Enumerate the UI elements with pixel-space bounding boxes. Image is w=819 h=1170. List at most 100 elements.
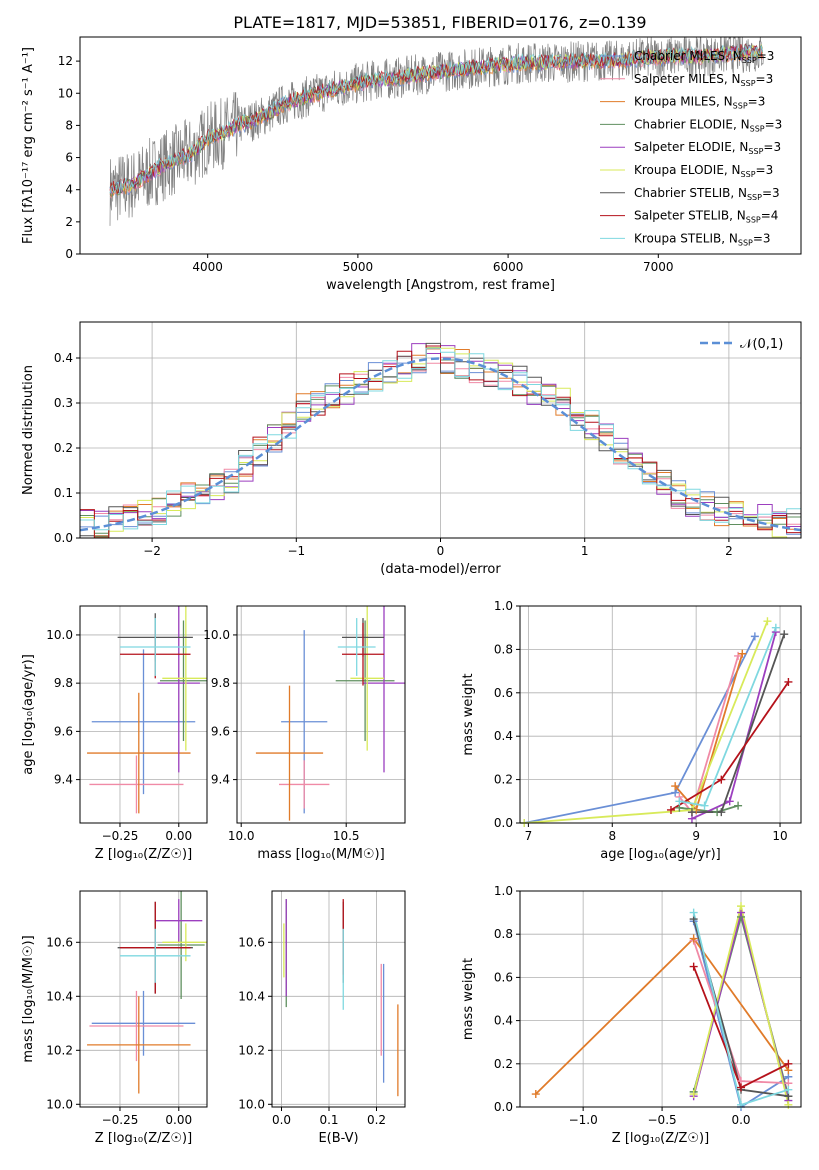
- x-axis-label: wavelength [Angstrom, rest frame]: [326, 278, 555, 293]
- x-axis-label: Z [log₁₀(Z/Z☉)]: [95, 847, 192, 862]
- data-point-marker: [717, 808, 726, 817]
- y-tick-label: 10.0: [238, 1097, 265, 1111]
- x-tick-label: 8: [608, 829, 616, 843]
- data-point-marker: [737, 1083, 746, 1092]
- errorbar-plot-area: [87, 891, 207, 1094]
- legend-entry: Kroupa STELIB, NSSP=3: [634, 231, 771, 247]
- y-tick-label: 0.0: [494, 816, 513, 830]
- y-tick-label: 0.4: [494, 1014, 513, 1028]
- data-point-marker: [784, 1100, 793, 1109]
- mass-weight-series-line: [524, 620, 769, 823]
- residual-histogram-panel: −2 −1 0 1 2 0.0 0.1 0.2 0.3 0.4 (data-model)/error…: [21, 321, 802, 577]
- x-axis-label: age [log₁₀(age/yr)]: [600, 847, 721, 862]
- y-tick-label: 10.0: [46, 628, 73, 642]
- x-tick-label: 0.2: [367, 1113, 386, 1127]
- y-tick-label: 0.2: [494, 773, 513, 787]
- y-tick-label: 10.0: [46, 1097, 73, 1111]
- spectrum-plot-area: [109, 37, 764, 226]
- x-tick-label: −1.0: [569, 1113, 598, 1127]
- data-point-marker: [689, 1090, 698, 1099]
- data-point-marker: [737, 902, 746, 911]
- y-tick-label: 10.4: [46, 989, 73, 1003]
- model-spectrum-line: [109, 43, 763, 195]
- mass-vs-Z-panel: −0.25 0.00 10.0 10.2 10.4 10.6 Z [log₁₀(Z/Z☉)]…: [21, 890, 208, 1146]
- x-tick-label: 0: [437, 544, 445, 558]
- mass-weight-vs-Z-panel: −1.0 −0.5 0.0 0.0 0.2 0.4 0.6 0.8 1.0 Z [log₁₀(Z/…: [461, 884, 802, 1146]
- data-point-marker: [717, 775, 726, 784]
- x-tick-label: −0.25: [102, 829, 139, 843]
- errorbar-plot-area: [255, 606, 405, 821]
- data-point-marker: [784, 677, 793, 686]
- data-point-marker: [763, 617, 772, 626]
- x-tick-label: 0.00: [165, 829, 192, 843]
- y-tick-label: 0: [65, 247, 73, 261]
- y-tick-label: 9.6: [54, 724, 73, 738]
- data-point-marker: [750, 632, 759, 641]
- x-tick-label: 2: [725, 544, 733, 558]
- mass-weight-vs-age-panel: 7 8 9 10 0.0 0.2 0.4 0.6 0.8 1.0 age [log₁₀(age/yr…: [461, 599, 802, 862]
- data-point-marker: [689, 908, 698, 917]
- y-tick-label: 0.8: [494, 927, 513, 941]
- y-tick-label: 1.0: [494, 599, 513, 613]
- x-tick-label: 5000: [343, 260, 374, 274]
- mass-weight-series-line: [692, 920, 789, 1107]
- y-tick-label: 10.0: [203, 628, 230, 642]
- axes-frame: [236, 605, 406, 824]
- x-axis-label: Z [log₁₀(Z/Z☉)]: [612, 1131, 709, 1146]
- spectrum-panel: 4000 5000 6000 7000 0 2 4 6 8 10 12 wavelength [Ang…: [21, 36, 802, 293]
- y-tick-label: 10.4: [238, 989, 265, 1003]
- x-tick-label: −0.25: [102, 1113, 139, 1127]
- y-tick-label: 12: [58, 54, 73, 68]
- y-tick-label: 8: [65, 118, 73, 132]
- x-tick-label: 10.5: [333, 829, 360, 843]
- y-tick-label: 4: [65, 183, 73, 197]
- y-tick-label: 9.4: [211, 773, 230, 787]
- y-tick-label: 0.3: [54, 396, 73, 410]
- data-point-marker: [784, 1085, 793, 1094]
- legend-entry: Salpeter ELODIE, NSSP=3: [634, 140, 781, 156]
- data-point-marker: [737, 1100, 746, 1109]
- y-tick-label: 0.4: [54, 351, 73, 365]
- errorbar-plot-area: [87, 606, 207, 814]
- axes-frame: [79, 890, 208, 1108]
- x-tick-label: 0.00: [165, 1113, 192, 1127]
- data-point-marker: [771, 623, 780, 632]
- y-tick-label: 10.2: [46, 1043, 73, 1057]
- y-axis-label: age [log₁₀(age/yr)]: [21, 654, 36, 775]
- y-tick-label: 9.8: [54, 676, 73, 690]
- y-tick-label: 6: [65, 151, 73, 165]
- y-tick-label: 9.8: [211, 676, 230, 690]
- legend-entry: Chabrier MILES, NSSP=3: [634, 49, 774, 65]
- y-tick-label: 0.0: [494, 1100, 513, 1114]
- data-point-marker: [725, 797, 734, 806]
- data-point-marker: [666, 805, 675, 814]
- legend-entry: Salpeter STELIB, NSSP=4: [634, 209, 778, 225]
- y-tick-label: 0.6: [494, 686, 513, 700]
- histogram-step-line: [80, 347, 801, 531]
- x-tick-label: 0.0: [272, 1113, 291, 1127]
- data-point-marker: [689, 934, 698, 943]
- errorbar-plot-area: [283, 899, 399, 1097]
- axes-frame: [79, 36, 802, 255]
- data-point-marker: [689, 962, 698, 971]
- y-axis-label: Flux [fλ10⁻¹⁷ erg cm⁻² s⁻¹ A⁻¹]: [21, 47, 36, 244]
- x-tick-label: 7: [525, 829, 533, 843]
- x-tick-label: 6000: [493, 260, 524, 274]
- mass-weight-series-line: [679, 627, 777, 807]
- x-tick-label: 9: [692, 829, 700, 843]
- y-tick-label: 10: [58, 86, 73, 100]
- x-axis-label: mass [log₁₀(M/M☉)]: [257, 847, 384, 862]
- x-tick-label: 7000: [643, 260, 674, 274]
- data-point-marker: [675, 797, 684, 806]
- axes-frame: [79, 605, 208, 824]
- normal-distribution-curve: [80, 357, 801, 532]
- y-tick-label: 0.0: [54, 531, 73, 545]
- y-axis-label: mass weight: [461, 958, 476, 1040]
- y-tick-label: 0.2: [54, 441, 73, 455]
- data-point-marker: [780, 630, 789, 639]
- y-tick-label: 0.6: [494, 970, 513, 984]
- data-point-marker: [734, 651, 743, 660]
- y-axis-label: mass weight: [461, 673, 476, 755]
- x-axis-label: Z [log₁₀(Z/Z☉)]: [95, 1131, 192, 1146]
